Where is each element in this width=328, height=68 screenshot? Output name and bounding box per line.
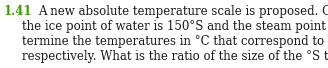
Text: respectively. What is the ratio of the size of the °S to the kelvin?: respectively. What is the ratio of the s… [22, 50, 328, 63]
Text: 1.41: 1.41 [4, 5, 32, 18]
Text: A new absolute temperature scale is proposed. On this scale: A new absolute temperature scale is prop… [38, 5, 328, 18]
Text: the ice point of water is 150°S and the steam point is 300°S. De-: the ice point of water is 150°S and the … [22, 20, 328, 33]
Text: termine the temperatures in °C that correspond to 100° and 400°S,: termine the temperatures in °C that corr… [22, 35, 328, 48]
